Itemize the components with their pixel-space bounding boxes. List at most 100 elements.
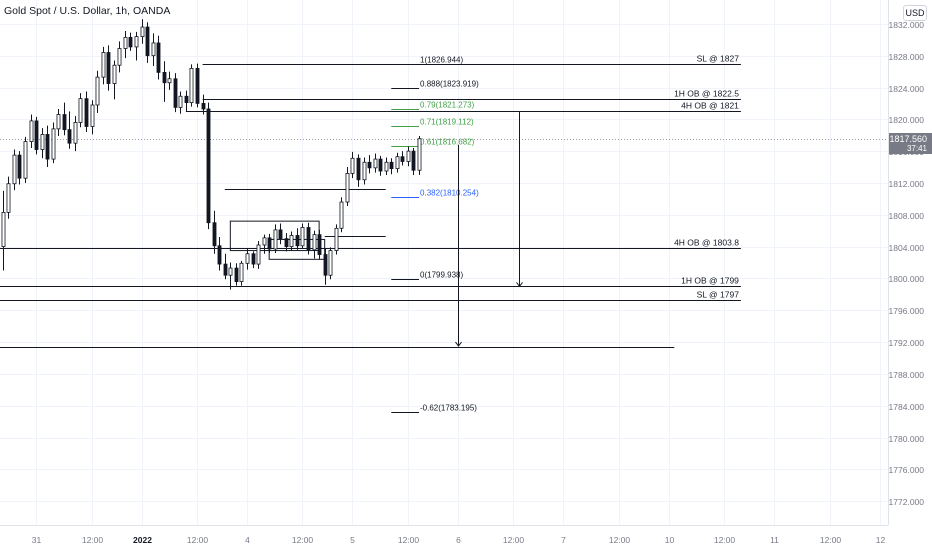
price-axis[interactable]: 1772.000 1776.000 1780.000 1784.000 1788.000… [888,0,925,525]
level-label: 1H OB @ 1822.5 [674,89,739,99]
fib-level-label: 0.79(1821.273) [420,101,475,110]
current-price-value: 1817.560 [889,134,927,144]
candle-body-down [278,229,283,240]
candle-body-up [178,95,183,108]
candle-body-up [256,244,261,265]
symbol-title[interactable]: Gold Spot / U.S. Dollar, 1h, OANDA [4,5,171,17]
price-tick-label: 1812.000 [889,179,925,189]
arrow-head [516,282,523,288]
candle-body-down [62,114,67,131]
fib-level-label: -0.62(1783.195) [420,404,477,413]
candle-body-up [112,64,117,84]
current-price-badge: 1817.560 37:41 [889,133,932,154]
price-tick-label: 1784.000 [889,402,925,412]
price-tick-label: 1824.000 [889,84,925,94]
candle-body-up [312,234,317,251]
candle-body-up [167,78,172,84]
candle-body-down [378,158,383,172]
time-tick-label: 2022 [133,535,152,545]
candle-body-up [90,104,95,127]
candles-layer [1,19,422,290]
candle-body-down [323,254,328,276]
candle-body-up [334,227,339,251]
candle-body-down [206,108,211,224]
time-tick-label: 12:00 [820,535,842,545]
candle-body-up [417,138,422,171]
candle-body-down [389,161,394,170]
candle-body-up [95,76,100,106]
candle-body-up [273,229,278,250]
candle-body-up [73,122,78,144]
price-tick-label: 1828.000 [889,52,925,62]
candle-body-up [328,250,333,276]
candle-body-down [17,154,22,179]
fib-level-label: 0.888(1823.919) [420,80,479,89]
price-tick-label: 1788.000 [889,370,925,380]
candle-body-up [384,161,389,172]
candle-body-up [262,237,267,246]
candle-body-up [78,98,83,123]
candle-body-up [239,262,244,282]
time-tick-label: 11 [770,535,779,545]
fib-level-label: 0(1799.938) [420,271,463,280]
candle-body-down [317,234,322,255]
currency-button[interactable]: USD [903,5,927,21]
price-tick-label: 1808.000 [889,211,925,221]
level-label: 1H OB @ 1799 [681,276,739,286]
candle-body-down [223,263,228,276]
time-axis[interactable]: 31 12:00 2022 12:00 4 12:00 5 12:00 6 12:00 7 12:00… [0,525,888,546]
candle-body-down [295,235,300,247]
candle-body-down [184,95,189,104]
time-tick-label: 10 [665,535,675,545]
candle-body-down [34,120,39,150]
level-label: SL @ 1797 [697,290,740,300]
price-tick-label: 1772.000 [889,497,925,507]
time-tick-label: 12:00 [503,535,525,545]
candle-body-down [45,134,50,160]
candle-body-down [145,26,150,57]
candle-body-up [245,253,250,264]
candle-body-up [362,161,367,181]
price-tick-label: 1820.000 [889,115,925,125]
time-tick-label: 12:00 [292,535,314,545]
current-price-badge-bg [889,133,932,154]
candle-body-down [156,42,161,73]
time-tick-label: 6 [456,535,461,545]
candle-body-up [373,158,378,169]
rectangles-layer [229,220,326,260]
time-tick-label: 31 [32,535,42,545]
candle-body-up [350,157,355,174]
time-tick-label: 7 [561,535,566,545]
price-tick-label: 1832.000 [889,20,925,30]
fibonacci-layer: 1(1826.944) 0.888(1823.919) 0.79(1821.273)… [391,56,479,413]
candle-body-up [151,42,156,57]
time-tick-label: 12:00 [609,535,631,545]
candle-body-up [289,235,294,247]
price-tick-label: 1804.000 [889,243,925,253]
fib-level-label: 0.61(1816.682) [420,138,475,147]
candle-body-down [251,253,256,265]
candle-body-up [40,134,45,150]
time-tick-label: 5 [350,535,355,545]
arrow-head [455,341,462,347]
candle-body-up [117,48,122,66]
candle-body-up [56,114,61,130]
candle-body-up [345,173,350,203]
candle-body-down [173,78,178,108]
candle-body-down [201,103,206,110]
candle-body-down [84,98,89,127]
fib-level-label: 0.71(1819.112) [420,118,474,127]
level-lines-layer: SL @ 1827 1H OB @ 1822.5 4H OB @ 1821 4H OB… [0,54,888,348]
candle-body-up [300,227,305,247]
time-tick-label: 12 [876,535,886,545]
candle-body-down [267,237,272,250]
fib-level-label: 0.382(1810.254) [420,189,479,198]
time-tick-label: 12:00 [398,535,420,545]
candle-body-up [12,154,17,185]
candle-body-down [400,156,405,162]
candle-body-down [162,71,167,84]
candle-body-up [189,68,194,104]
candle-body-up [228,267,233,276]
